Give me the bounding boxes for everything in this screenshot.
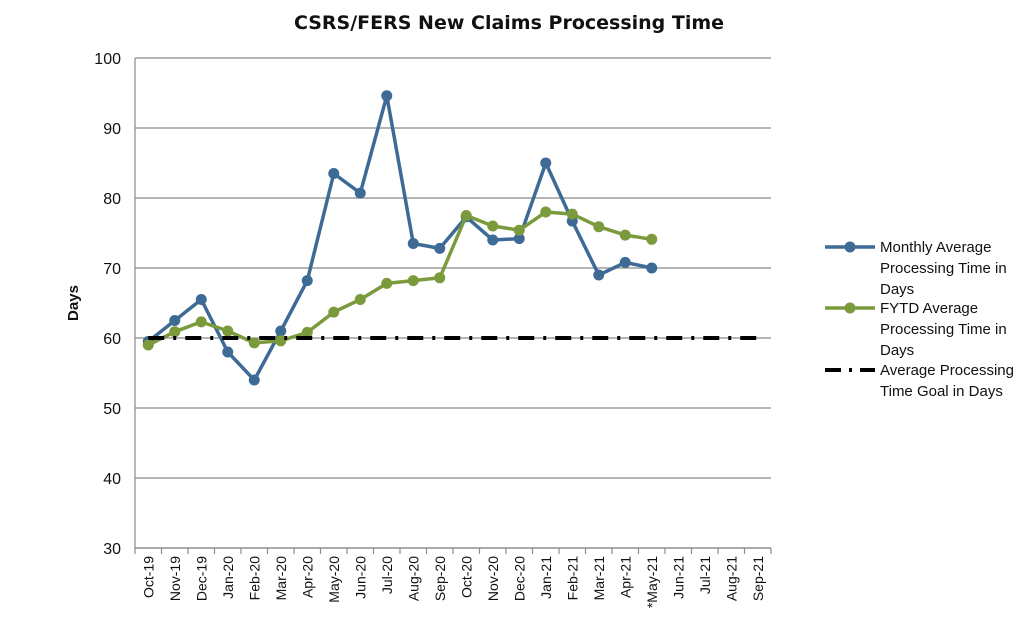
legend-label: Average Processing: [880, 362, 1014, 379]
y-tick-label: 40: [103, 471, 121, 488]
data-point: [275, 325, 287, 337]
data-point: [540, 206, 552, 218]
data-point: [646, 233, 658, 245]
x-tick-label: Feb-21: [564, 556, 580, 601]
data-point: [434, 272, 446, 284]
data-point: [619, 229, 631, 241]
legend-item-1: FYTD Average Processing Time in Days: [825, 300, 1007, 359]
y-tick-label: 90: [103, 121, 121, 138]
data-point: [248, 374, 260, 386]
x-tick-label: Dec-19: [193, 556, 209, 601]
data-point: [381, 90, 393, 102]
data-point: [487, 234, 499, 246]
x-tick-label: Aug-21: [723, 556, 739, 601]
x-tick-label: Jun-21: [670, 556, 686, 599]
x-tick-label: Sep-20: [432, 556, 448, 601]
data-point: [646, 262, 658, 274]
x-tick-label: Nov-19: [167, 556, 183, 601]
data-point: [354, 187, 366, 199]
series-0: [142, 90, 658, 386]
x-tick-label: Oct-20: [458, 556, 474, 598]
legend-label: Monthly Average: [880, 239, 991, 256]
x-tick-label: Aug-20: [405, 556, 421, 601]
data-point: [619, 256, 631, 268]
data-point: [142, 339, 154, 351]
data-point: [540, 157, 552, 169]
data-point: [301, 275, 313, 287]
data-point: [513, 224, 525, 236]
x-tick-label: *May-21: [644, 556, 660, 608]
x-tick-label: Sep-21: [750, 556, 766, 601]
y-tick-label: 50: [103, 401, 121, 418]
data-point: [434, 242, 446, 254]
legend-marker: [844, 302, 856, 314]
data-point: [593, 269, 605, 281]
y-tick-label: 60: [103, 331, 121, 348]
y-tick-label: 70: [103, 261, 121, 278]
data-point: [195, 294, 207, 305]
data-point: [593, 221, 605, 233]
x-tick-label: Mar-21: [591, 556, 607, 601]
x-tick-label: Dec-20: [511, 556, 527, 601]
data-point: [169, 326, 181, 338]
legend-item-2: Average Processing Time Goal in Days: [825, 362, 1014, 400]
data-point: [169, 315, 181, 326]
legend-marker: [844, 241, 856, 253]
plot-series: [142, 90, 758, 386]
y-tick-label: 100: [94, 51, 121, 68]
data-point: [407, 275, 419, 287]
legend-label: FYTD Average: [880, 300, 978, 317]
data-point: [513, 233, 525, 245]
data-point: [460, 210, 472, 221]
x-tick-label: Oct-19: [140, 556, 156, 598]
x-tick-label: May-20: [326, 556, 342, 603]
legend-label: Processing Time in: [880, 321, 1007, 338]
legend-label: Processing Time in: [880, 260, 1007, 277]
data-point: [487, 220, 499, 232]
y-axis-label: Days: [65, 285, 82, 321]
x-tick-label: Jan-21: [538, 556, 554, 599]
data-point: [222, 346, 234, 358]
y-tick-label: 80: [103, 191, 121, 208]
x-tick-label: Nov-20: [485, 556, 501, 601]
data-point: [381, 277, 393, 289]
legend-item-0: Monthly Average Processing Time in Days: [825, 239, 1007, 298]
data-point: [301, 326, 313, 338]
chart-title: CSRS/FERS New Claims Processing Time: [294, 12, 724, 34]
legend-label: Days: [880, 281, 914, 298]
data-point: [195, 316, 207, 328]
x-tick-label: Jun-20: [352, 556, 368, 599]
legend-label: Time Goal in Days: [880, 383, 1003, 400]
data-point: [275, 335, 287, 347]
data-point: [566, 208, 578, 220]
y-tick-label: 30: [103, 541, 121, 558]
data-point: [328, 168, 340, 179]
data-point: [248, 337, 260, 349]
data-point: [407, 238, 419, 249]
legend-label: Days: [880, 342, 914, 359]
x-tick-label: Jan-20: [220, 556, 236, 599]
data-point: [222, 325, 234, 337]
x-tick-label: Apr-20: [299, 556, 315, 598]
axes: 30 40 50 60 70 80 90 100 Oct-19 Nov-19 Dec-19 Jan-2…: [94, 51, 772, 608]
x-tick-label: Apr-21: [617, 556, 633, 598]
data-point: [328, 306, 340, 318]
data-point: [354, 294, 366, 305]
x-tick-label: Jul-21: [697, 556, 713, 594]
x-tick-label: Feb-20: [246, 556, 262, 601]
x-tick-label: Jul-20: [379, 556, 395, 594]
x-tick-label: Mar-20: [273, 556, 289, 601]
grid: [135, 57, 771, 549]
series-1: [142, 206, 658, 351]
